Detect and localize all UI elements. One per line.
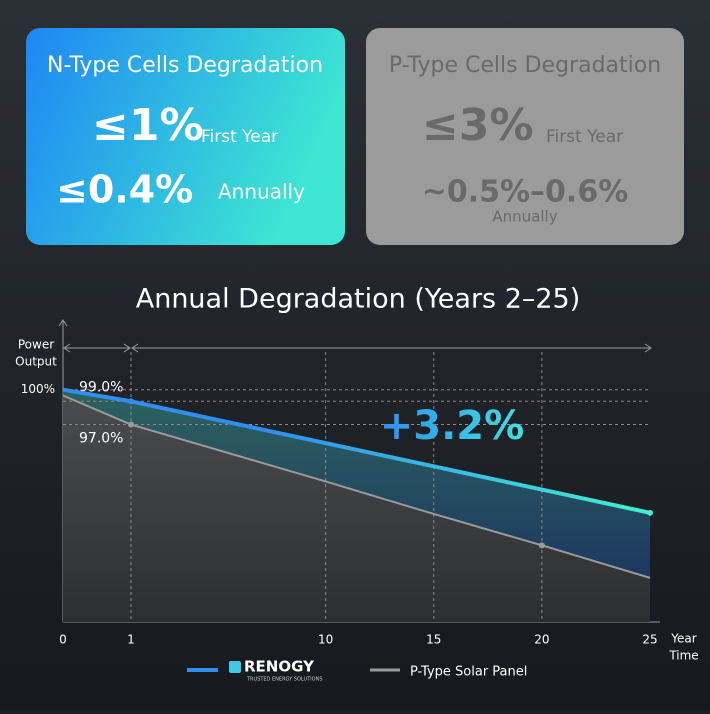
x-tick-label: 20	[534, 633, 549, 647]
card-label: Annually	[218, 180, 305, 204]
logo-icon	[229, 661, 241, 673]
x-tick-label: 15	[426, 633, 441, 647]
legend-label: RENOGY	[244, 658, 315, 676]
axis-label: Year	[670, 632, 696, 646]
point	[647, 509, 653, 516]
area	[63, 395, 650, 622]
annotation: 99.0%	[79, 379, 123, 395]
series-line	[62, 394, 651, 579]
plot: 0 1 10 15 20 25 100% 99.0% 97.0% +3.2% Power Output…	[15, 338, 699, 663]
axis-label: Output	[15, 355, 57, 369]
area	[63, 389, 650, 578]
card	[26, 28, 345, 245]
series-line	[62, 387, 651, 515]
card-text: P-Type Cells Degradation ≤3% First Year …	[389, 53, 661, 226]
card-title: N-Type Cells Degradation	[47, 53, 323, 78]
annotation: 97.0%	[79, 431, 123, 447]
x-tick-label: 25	[642, 633, 657, 647]
card-text: N-Type Cells Degradation ≤1% First Year …	[47, 53, 323, 212]
annotation: +3.2%	[380, 403, 524, 449]
point	[128, 398, 134, 405]
y-tick-label: 100%	[21, 382, 55, 396]
point	[538, 542, 545, 549]
x-tick-label: 10	[318, 633, 333, 647]
card-value: ~0.5%–0.6%	[422, 175, 629, 210]
axis-label: Time	[668, 649, 698, 663]
card	[366, 28, 684, 245]
card-value: ≤3%	[422, 100, 534, 151]
card-value: ≤1%	[92, 100, 204, 151]
point	[128, 421, 134, 428]
card-label: First Year	[201, 127, 278, 147]
x-tick-label: 0	[59, 633, 67, 647]
x-tick-label: 1	[127, 633, 135, 647]
axis-label: Power	[18, 338, 54, 352]
chart-title: Annual Degradation (Years 2–25)	[136, 284, 581, 315]
card-title: P-Type Cells Degradation	[389, 53, 661, 78]
card-label: Annually	[492, 208, 557, 226]
card-value: ≤0.4%	[56, 168, 193, 212]
legend-label: P-Type Solar Panel	[410, 665, 527, 680]
brand-tagline: TRUSTED ENERGY SOLUTIONS	[246, 677, 323, 683]
card-label: First Year	[546, 127, 623, 147]
